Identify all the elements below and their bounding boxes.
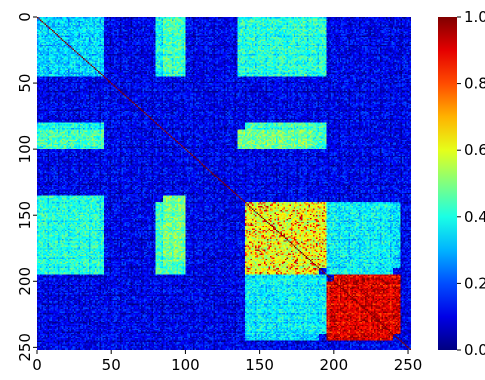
- x-tick-label: 250: [394, 356, 423, 374]
- x-tick-label: 0: [32, 356, 42, 374]
- colorbar-tick-label: 0.2: [464, 274, 485, 292]
- x-tick-label: 200: [320, 356, 349, 374]
- y-axis: 0 50 100 150 200 250: [16, 12, 37, 362]
- y-tick-label: 200: [16, 267, 34, 296]
- colorbar-tick-label: 0.4: [464, 208, 485, 226]
- x-tick-label: 50: [102, 356, 121, 374]
- heatmap-image: [37, 17, 411, 350]
- heatmap-cells: [37, 17, 411, 350]
- colorbar-tick-label: 0.8: [464, 75, 485, 93]
- x-tick-label: 100: [171, 356, 200, 374]
- y-tick-label: 50: [16, 74, 34, 93]
- colorbar: 0.0 0.2 0.4 0.6 0.8 1.0: [438, 8, 485, 359]
- colorbar-gradient: [438, 17, 457, 350]
- colorbar-tick-label: 0.6: [464, 141, 485, 159]
- colorbar-tick-label: 0.0: [464, 341, 485, 359]
- y-tick-label: 250: [16, 333, 34, 362]
- y-tick-label: 0: [16, 12, 34, 22]
- y-tick-label: 100: [16, 135, 34, 164]
- x-axis: 0 50 100 150 200 250: [32, 350, 422, 374]
- x-tick-label: 150: [245, 356, 274, 374]
- heatmap-plot-area: [37, 17, 411, 350]
- y-tick-label: 150: [16, 201, 34, 230]
- colorbar-tick-label: 1.0: [464, 8, 485, 26]
